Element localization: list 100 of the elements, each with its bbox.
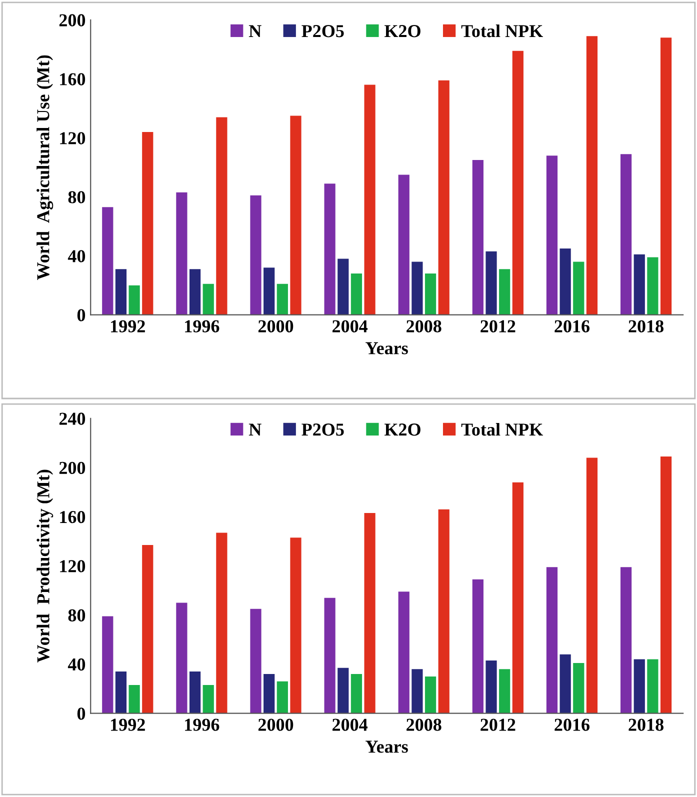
bar [586,36,598,315]
bar [486,251,497,315]
bar [424,676,436,714]
bar [412,669,423,714]
x-tick-label: 2000 [258,718,294,731]
y-tick-label: 160 [60,73,86,86]
bar [176,192,188,315]
bar [398,174,410,315]
bar [338,258,349,315]
x-tick-label: 2016 [554,718,590,731]
bar [216,532,228,714]
y-tick-label: 80 [68,609,86,622]
bar [438,509,450,714]
bar [634,254,645,315]
bar [176,602,188,714]
x-tick-label: 2008 [406,718,442,731]
bar [438,80,450,315]
legend-label: N [248,424,262,436]
x-axis-title: Years [366,342,408,354]
legend-label: N [248,25,262,38]
y-tick-label: 160 [60,510,86,524]
legend-label: K2O [384,25,420,38]
bar [660,38,672,315]
bar [472,579,484,714]
bar [634,659,645,714]
x-tick-label: 2004 [332,320,368,332]
bar [324,598,336,714]
x-tick-label: 1996 [185,718,220,731]
x-tick-label: 1992 [111,718,145,731]
bar [102,207,114,315]
bar [424,274,436,315]
bar [276,284,288,315]
bar [647,659,658,714]
bar [620,154,632,315]
x-tick-label: 2018 [628,320,664,332]
bar [546,567,558,714]
bar [250,608,262,714]
x-tick-label: 2018 [628,718,664,731]
bar [264,268,275,315]
y-tick-label: 0 [77,309,86,322]
bar [276,681,288,714]
x-tick-label: 2012 [480,718,516,731]
bar [128,685,140,714]
bar [115,672,127,714]
bar [573,662,584,714]
legend-label: Total NPK [461,422,543,436]
bar [586,458,598,714]
y-tick-label: 40 [68,250,86,262]
y-axis-title: World Agricultural Use (Mt) [36,55,54,280]
bar [324,184,336,315]
bar [512,50,524,315]
bar [250,195,262,315]
legend-label: K2O [384,424,420,436]
bar [364,84,376,315]
y-tick-label: 240 [59,412,86,425]
bar [398,592,410,714]
bar [560,654,571,714]
bar [102,616,114,714]
legend-label: P2O5 [302,424,344,436]
x-tick-label: 2016 [554,320,590,332]
bar [202,284,214,315]
bar [472,160,484,315]
bar [546,156,558,315]
y-tick-label: 120 [60,560,86,572]
bar [512,482,524,714]
legend-label: P2O5 [302,25,344,38]
x-axis-title: Years [366,740,408,753]
bar [412,262,423,315]
bar [573,262,584,315]
bar [264,674,275,714]
y-axis-title: World Productivity (Mt) [36,470,54,662]
bar [115,269,127,315]
x-tick-label: 2000 [258,320,294,332]
bar [142,544,154,714]
y-tick-label: 0 [77,708,86,720]
y-tick-label: 200 [59,462,86,474]
bar [350,274,362,315]
bar [560,248,571,315]
bar [189,672,201,714]
bar [216,117,228,315]
x-tick-label: 1992 [111,320,145,332]
bar [486,660,497,714]
bar [142,132,154,315]
bar [290,116,302,315]
bar [202,685,214,714]
bar [620,567,632,714]
y-tick-label: 120 [60,132,86,144]
bar [350,674,362,714]
bar [499,669,510,714]
y-tick-label: 80 [68,191,86,204]
bar [290,538,302,714]
x-tick-label: 2004 [332,718,368,731]
bar [499,269,510,315]
legend-label: Total NPK [461,24,543,38]
bar [189,269,201,315]
x-tick-label: 2008 [406,320,442,332]
y-tick-label: 200 [59,14,86,26]
bar [128,285,140,315]
y-tick-label: 40 [68,658,86,671]
bar [338,668,349,714]
